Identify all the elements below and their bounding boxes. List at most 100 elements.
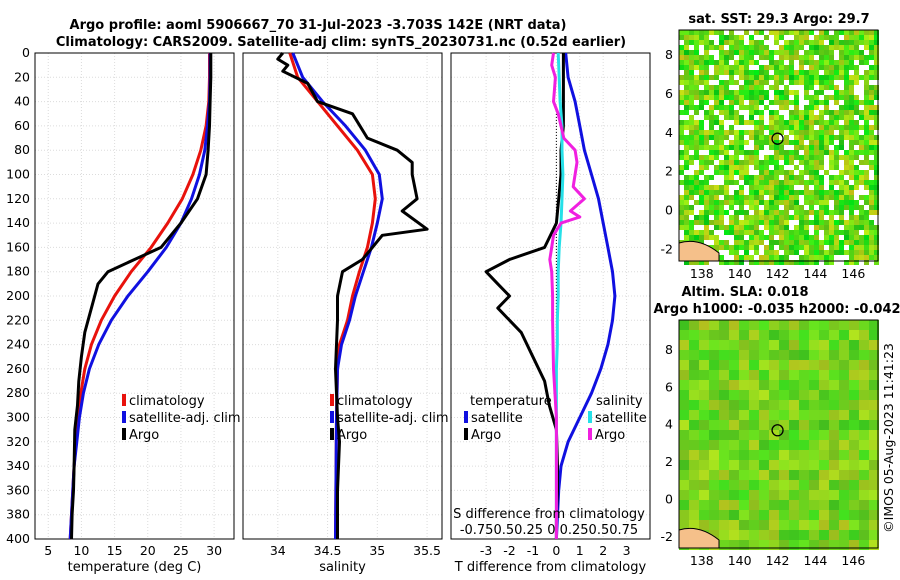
map-cell [819,490,829,500]
map-cell [744,180,749,185]
map-cell [749,260,754,265]
map-cell [689,140,694,145]
map-cell [839,350,849,360]
map-cell [734,135,739,140]
map-cell [769,370,779,380]
map-cell [849,195,854,200]
map-cell [814,260,819,265]
map-cell [734,170,739,175]
map-cell [794,250,799,255]
map-cell [679,175,684,180]
map-cell [829,75,834,80]
map-cell [749,255,754,260]
map-cell [764,235,769,240]
map-cell [774,195,779,200]
map-cell [864,115,869,120]
map-cell [834,125,839,130]
map-cell [809,160,814,165]
map-cell [859,65,864,70]
map-cell [809,340,819,350]
map-cell [779,450,789,460]
map-cell [719,135,724,140]
map-cell [849,110,854,115]
map-cell [829,260,834,265]
map-cell [739,140,744,145]
map-cell [709,195,714,200]
map-cell [784,75,789,80]
map-cell [689,125,694,130]
map-cell [724,40,729,45]
map-cell [854,155,859,160]
map-cell [789,190,794,195]
map-cell [749,235,754,240]
map-cell [704,150,709,155]
map-cell [769,60,774,65]
map-cell [734,240,739,245]
map-cell [689,260,694,265]
map-cell [789,390,799,400]
map-cell [684,135,689,140]
map-cell [759,85,764,90]
map-cell [844,170,849,175]
map-cell [689,235,694,240]
map-cell [694,180,699,185]
map-cell [719,220,724,225]
map-cell [699,30,704,35]
map-cell [779,60,784,65]
map-cell [729,440,739,450]
map-cell [789,140,794,145]
map-cell [859,105,864,110]
map-cell [834,215,839,220]
map-cell [854,235,859,240]
map-cell [784,170,789,175]
map-cell [834,190,839,195]
map-cell [799,170,804,175]
map-cell [769,220,774,225]
map-cell [679,85,684,90]
map-cell [794,160,799,165]
y-tick-label: 160 [6,239,30,254]
map-cell [849,85,854,90]
map-cell [744,170,749,175]
map-cell [679,80,684,85]
map-cell [709,235,714,240]
map-cell [819,450,829,460]
map-cell [724,105,729,110]
map-cell [869,340,879,350]
map-cell [764,130,769,135]
map-cell [869,235,874,240]
map-cell [699,440,709,450]
map-cell [699,145,704,150]
series-line-argo [70,53,213,540]
map-cell [704,260,709,265]
map-cell [809,530,819,540]
map-cell [859,190,864,195]
map-cell [689,390,699,400]
map-cell [699,230,704,235]
map-cell [854,145,859,150]
map-cell [764,35,769,40]
map-cell [869,175,874,180]
map-cell [834,65,839,70]
map-cell [739,370,749,380]
map-cell [764,175,769,180]
map-cell [849,120,854,125]
map-cell [734,260,739,265]
map-cell [689,410,699,420]
map-cell [749,530,759,540]
map-cell [784,40,789,45]
map-cell [804,50,809,55]
map-cell [699,195,704,200]
map-cell [854,230,859,235]
map-cell [874,160,879,165]
map-cell [829,390,839,400]
map-cell [814,130,819,135]
map-cell [834,75,839,80]
map-cell [764,255,769,260]
map-cell [754,145,759,150]
map-cell [714,155,719,160]
map-cell [754,120,759,125]
map-cell [774,95,779,100]
map-cell [724,200,729,205]
map-cell [684,150,689,155]
